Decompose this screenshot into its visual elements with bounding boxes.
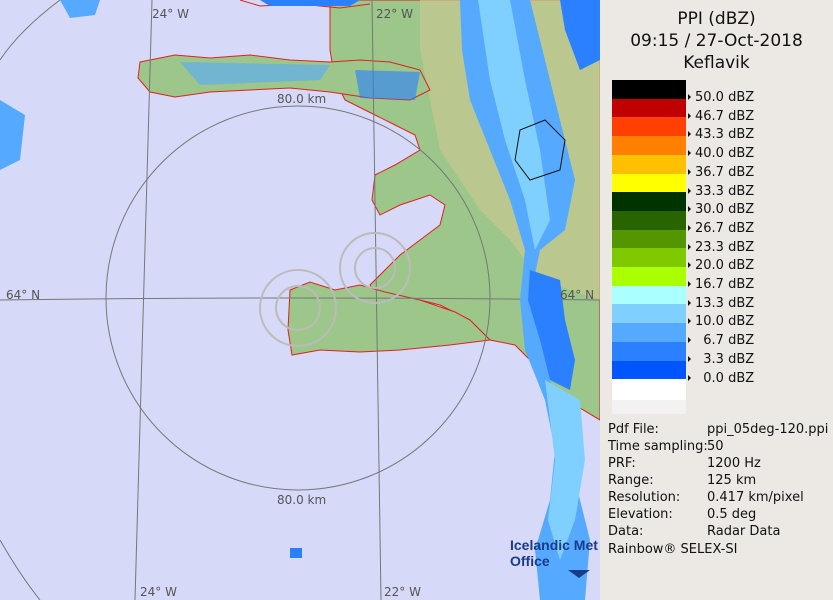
legend-swatch xyxy=(612,154,686,174)
legend-swatch xyxy=(612,98,686,118)
legend-swatch xyxy=(612,117,686,137)
metadata-key: PRF: xyxy=(608,456,636,471)
metadata-value: Radar Data xyxy=(707,524,781,539)
legend-swatch xyxy=(612,341,686,361)
legend-swatch xyxy=(612,360,686,380)
legend-swatch xyxy=(612,210,686,230)
legend-label: 30.0 dBZ xyxy=(688,202,754,217)
legend-label: 36.7 dBZ xyxy=(688,165,754,180)
footer-credit: Rainbow® SELEX-SI xyxy=(608,542,738,557)
radar-echoes xyxy=(0,0,600,600)
legend-swatch xyxy=(612,323,686,343)
radar-map[interactable]: 24° W 22° W 64° N 64° N 24° W 22° W 80.0… xyxy=(0,0,600,600)
metadata-value: 50 xyxy=(707,439,724,454)
legend-swatch xyxy=(612,285,686,305)
land-reykjanes xyxy=(287,281,492,356)
legend-swatch xyxy=(612,379,686,415)
metadata-value: ppi_05deg-120.ppi xyxy=(707,422,829,437)
legend-swatch xyxy=(612,136,686,156)
legend-swatch xyxy=(612,267,686,286)
metadata-key: Data: xyxy=(608,524,644,539)
product-title: PPI (dBZ) xyxy=(677,9,756,29)
legend-swatch xyxy=(612,304,686,324)
legend-label: 26.7 dBZ xyxy=(688,221,754,236)
metadata-key: Range: xyxy=(608,473,654,488)
range-rings xyxy=(0,0,491,600)
lon-label-bottom-right: 22° W xyxy=(384,585,421,599)
range-label-top: 80.0 km xyxy=(277,92,326,106)
legend-swatch xyxy=(612,80,686,99)
coast-east-outline xyxy=(514,119,566,181)
lat-label-left: 64° N xyxy=(6,288,40,302)
legend-swatch xyxy=(612,192,686,212)
metadata-value: 125 km xyxy=(707,473,757,488)
legend-label: 13.3 dBZ xyxy=(688,296,754,311)
legend-label: 16.7 dBZ xyxy=(688,277,754,292)
metadata-key: Pdf File: xyxy=(608,422,659,437)
metadata-key: Time sampling: xyxy=(608,439,708,454)
legend-label: 10.0 dBZ xyxy=(688,314,754,329)
svg-text:Icelandic Met: Icelandic Met xyxy=(510,537,598,553)
legend-label: 6.7 dBZ xyxy=(688,333,754,348)
metadata-key: Elevation: xyxy=(608,507,673,522)
imo-logo: Icelandic Met Office xyxy=(510,537,598,578)
lon-label-top-left: 24° W xyxy=(152,7,189,21)
legend-label: 50.0 dBZ xyxy=(688,90,754,105)
lon-label-bottom-left: 24° W xyxy=(140,585,177,599)
legend-label: 33.3 dBZ xyxy=(688,184,754,199)
metadata-value: 0.417 km/pixel xyxy=(707,490,804,505)
legend-swatch xyxy=(612,248,686,268)
legend-label: 40.0 dBZ xyxy=(688,146,754,161)
legend-swatch xyxy=(612,229,686,249)
legend-label: 46.7 dBZ xyxy=(688,109,754,124)
info-panel: PPI (dBZ) 09:15 / 27-Oct-2018 Keflavik 5… xyxy=(600,0,833,600)
svg-text:Office: Office xyxy=(510,553,550,569)
metadata-value: 1200 Hz xyxy=(707,456,761,471)
metadata-value: 0.5 deg xyxy=(707,507,757,522)
legend-label: 43.3 dBZ xyxy=(688,127,754,142)
timestamp: 09:15 / 27-Oct-2018 xyxy=(630,31,803,51)
range-label-bottom: 80.0 km xyxy=(277,493,326,507)
legend-label: 20.0 dBZ xyxy=(688,258,754,273)
metadata-key: Resolution: xyxy=(608,490,681,505)
legend-swatch xyxy=(612,173,686,193)
lon-label-top-right: 22° W xyxy=(376,7,413,21)
lat-label-right: 64° N xyxy=(560,288,594,302)
legend-label: 0.0 dBZ xyxy=(688,371,754,386)
legend-label: 23.3 dBZ xyxy=(688,240,754,255)
legend-label: 3.3 dBZ xyxy=(688,352,754,367)
site-name: Keflavik xyxy=(683,53,750,73)
